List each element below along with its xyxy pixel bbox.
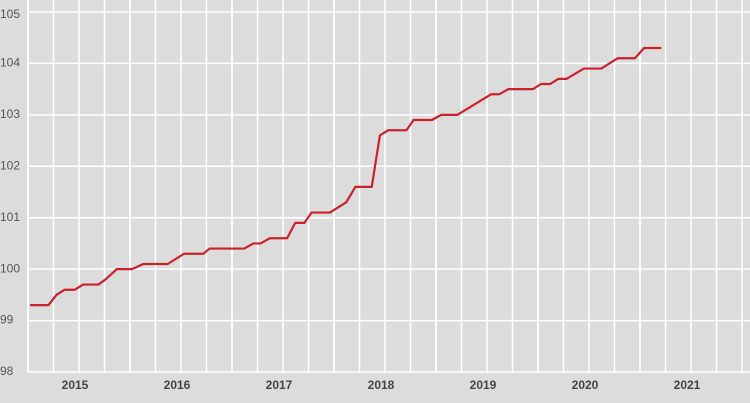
y-tick-label: 105 <box>0 7 20 21</box>
y-tick-label: 104 <box>0 56 20 70</box>
y-tick-label: 99 <box>0 313 14 327</box>
y-tick-label: 103 <box>0 107 20 121</box>
data-line <box>30 46 662 307</box>
y-tick-label: 101 <box>0 210 20 224</box>
x-tick-label: 2015 <box>62 378 89 392</box>
x-tick-label: 2019 <box>470 378 497 392</box>
x-tick-label: 2020 <box>572 378 599 392</box>
y-tick-label: 102 <box>0 158 20 172</box>
x-tick-label: 2017 <box>266 378 293 392</box>
y-tick-label: 100 <box>0 261 20 275</box>
x-tick-label: 2018 <box>368 378 395 392</box>
x-tick-label: 2016 <box>164 378 191 392</box>
y-tick-label: 98 <box>0 364 14 378</box>
x-tick-label: 2021 <box>674 378 701 392</box>
